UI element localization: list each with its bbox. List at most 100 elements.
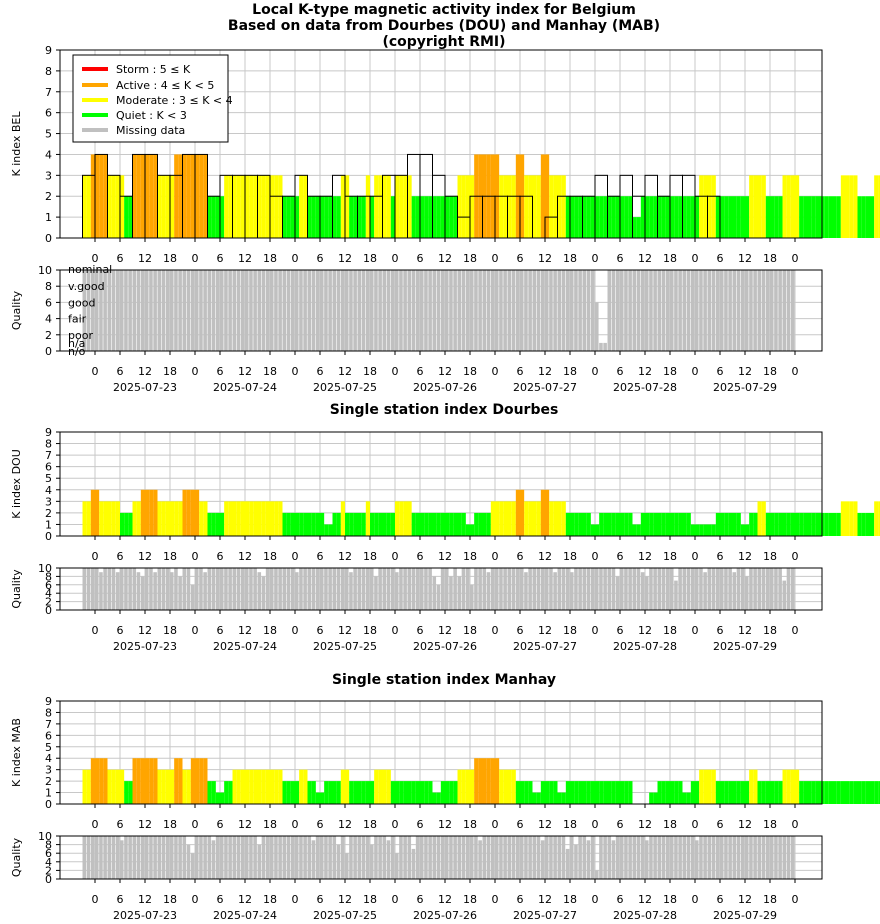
- dou-panel-bar: [286, 512, 291, 536]
- bel-panel-xtick-label: 18: [263, 252, 277, 265]
- dou-panel-bar: [249, 501, 254, 536]
- dou-panel-xtick-label: 0: [692, 550, 699, 563]
- bel-quality-bar: [499, 270, 503, 351]
- bel-hour-bar: [315, 196, 320, 238]
- bel-quality-bar: [103, 270, 107, 351]
- dou-panel-bar: [232, 501, 237, 536]
- mab-panel-bar: [349, 781, 354, 804]
- mab-panel-bar: [465, 769, 470, 804]
- mab-quality-panel-ylabel: Quality: [10, 837, 23, 877]
- bel-quality-bar: [424, 270, 428, 351]
- bel-quality-bar: [649, 270, 653, 351]
- mab-quality-panel-date-label: 2025-07-28: [613, 909, 677, 922]
- dou-panel-xtick-label: 18: [463, 550, 477, 563]
- mab-panel-bar: [657, 781, 662, 804]
- mab-quality-panel-bar: [90, 836, 95, 879]
- bel-hour-bar: [324, 196, 329, 238]
- bel-quality-bar: [95, 270, 99, 351]
- bel-quality-bar: [115, 270, 120, 351]
- bel-hour-bar: [540, 154, 545, 238]
- dou-quality-panel-bar: [736, 568, 741, 610]
- bel-quality-panel-xtick-label: 6: [117, 365, 124, 378]
- dou-quality-panel-bar: [645, 576, 649, 610]
- dou-quality-panel-xtick-label: 18: [563, 624, 577, 637]
- mab-quality-panel-bar: [424, 836, 428, 879]
- dou-panel-bar: [95, 489, 100, 536]
- bel-panel-ytick-label: 7: [45, 86, 52, 99]
- bel-quality-bar: [515, 270, 520, 351]
- quality-label-poor: poor: [68, 329, 93, 342]
- mab-quality-panel-bar: [540, 840, 545, 879]
- bel-hour-bar: [107, 175, 112, 238]
- dou-quality-panel-xtick-label: 0: [492, 624, 499, 637]
- dou-quality-panel-xtick-label: 18: [763, 624, 777, 637]
- dou-panel-bar: [395, 501, 400, 536]
- dou-quality-panel-ytick-label: 10: [38, 562, 52, 575]
- dou-quality-panel-bar: [636, 568, 641, 610]
- dou-panel-bar: [674, 512, 679, 536]
- mab-quality-panel-bar: [711, 836, 716, 879]
- dou-quality-panel-bar: [186, 568, 191, 610]
- mab-quality-panel-bar: [349, 836, 353, 879]
- bel-hour-bar: [674, 196, 679, 238]
- dou-quality-panel-bar: [374, 576, 378, 610]
- bel-hour-bar: [340, 175, 345, 238]
- dou-panel-xtick-label: 18: [563, 550, 577, 563]
- bel-hour-bar: [636, 217, 641, 238]
- bel-panel-xtick-label: 18: [463, 252, 477, 265]
- bel-quality-bar: [495, 270, 499, 351]
- mab-quality-panel-bar: [532, 836, 537, 879]
- dou-panel-bar: [665, 512, 670, 536]
- bel-hour-bar: [365, 175, 370, 238]
- mab-quality-panel-bar: [449, 836, 453, 879]
- mab-quality-panel-bar: [190, 853, 195, 879]
- dou-panel-xtick-label: 12: [438, 550, 452, 563]
- dou-panel-bar: [457, 512, 462, 536]
- mab-panel-bar: [174, 758, 179, 804]
- dou-panel-bar: [203, 501, 208, 536]
- mab-quality-panel-bar: [265, 836, 270, 879]
- mab-quality-panel-bar: [315, 836, 320, 879]
- bel-hour-bar: [211, 196, 216, 238]
- dou-quality-panel-bar: [353, 568, 357, 610]
- mab-quality-panel-bar: [699, 836, 703, 879]
- mab-panel-bar: [207, 781, 212, 804]
- mab-quality-panel-xtick-label: 18: [163, 893, 177, 906]
- mab-panel-bar: [649, 792, 654, 804]
- dou-quality-panel-bar: [695, 568, 699, 610]
- dou-panel-bar: [478, 512, 483, 536]
- dou-panel-bar: [511, 501, 516, 536]
- mab-panel-bar: [565, 781, 570, 804]
- bel-quality-bar: [774, 270, 778, 351]
- dou-panel-bar: [199, 501, 204, 536]
- bel-hour-bar: [753, 175, 758, 238]
- mab-quality-panel-bar: [782, 836, 787, 879]
- dourbes-title: Single station index Dourbes: [330, 402, 559, 418]
- dou-quality-panel-xtick-label: 0: [592, 624, 599, 637]
- dou-quality-panel-bar: [674, 580, 678, 610]
- bel-quality-bar: [249, 270, 253, 351]
- mab-quality-panel-bar: [357, 836, 362, 879]
- mab-panel-bar: [132, 758, 137, 804]
- mab-panel-bar: [224, 781, 229, 804]
- dou-panel-bar: [586, 512, 591, 536]
- mab-panel-ytick-label: 5: [45, 741, 52, 754]
- mab-quality-panel-bar: [745, 836, 749, 879]
- bel-hour-bar: [290, 196, 295, 238]
- bel-quality-bar: [561, 270, 566, 351]
- dou-quality-panel-bar: [665, 568, 670, 610]
- mab-panel-ytick-label: 9: [45, 695, 52, 708]
- dou-quality-panel-bar: [690, 568, 695, 610]
- mab-panel-bar: [511, 769, 516, 804]
- quality-label-fair: fair: [68, 313, 87, 326]
- dou-panel-bar: [374, 512, 379, 536]
- dou-panel-bar: [678, 512, 683, 536]
- dou-quality-panel-bar: [378, 568, 382, 610]
- bel-quality-bar: [628, 270, 632, 351]
- dou-panel-bar: [695, 524, 700, 536]
- bel-panel-xtick-label: 12: [338, 252, 352, 265]
- dou-panel-bar: [686, 512, 691, 536]
- dou-panel-bar: [432, 512, 437, 536]
- bel-hour-bar: [436, 196, 441, 238]
- bel-quality-bar: [507, 270, 512, 351]
